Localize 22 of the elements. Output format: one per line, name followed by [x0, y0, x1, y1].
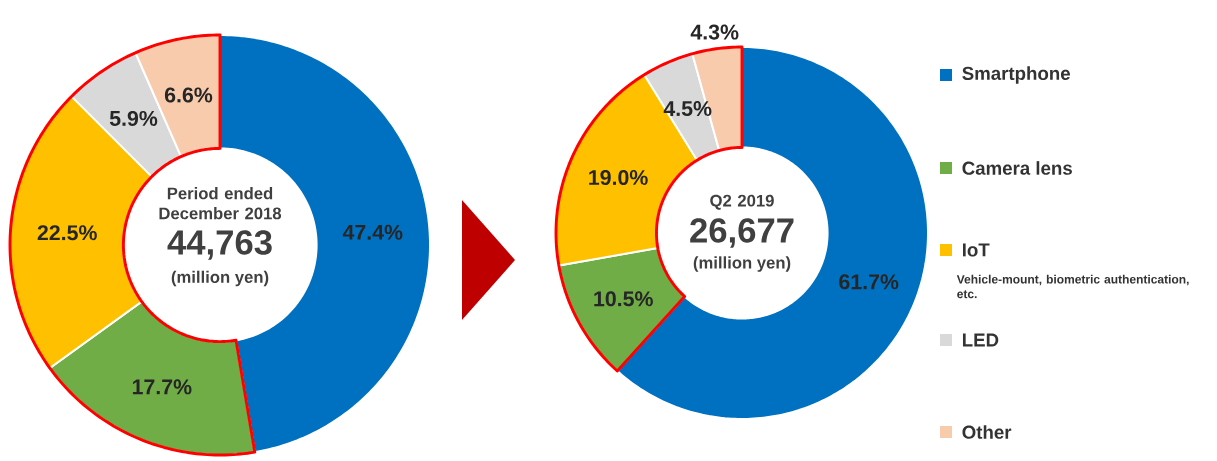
- text: 44,763: [167, 230, 272, 260]
- text: (million yen): [171, 270, 269, 287]
- data-label: 17.7%: [132, 379, 192, 395]
- legend-label: IoT: [962, 243, 990, 257]
- legend-label: LED: [962, 333, 999, 347]
- data-label: 4.5%: [663, 101, 712, 117]
- data-label: 61.7%: [839, 274, 899, 290]
- data-label: 10.5%: [594, 291, 653, 307]
- text: Q2 2019: [710, 194, 774, 210]
- text: 26,677: [690, 218, 794, 248]
- data-label: 47.4%: [342, 224, 403, 240]
- text: Vehicle-mount, biometric authentication, etc.: [956, 274, 1189, 299]
- data-label: 22.5%: [37, 225, 97, 241]
- legend-label: Camera lens: [962, 161, 1072, 175]
- text: (million yen): [693, 256, 791, 272]
- legend-label: Other: [962, 425, 1012, 439]
- legend-label: Smartphone: [962, 66, 1070, 84]
- text: Period ended December 2018: [159, 187, 282, 220]
- data-label: 5.9%: [109, 110, 158, 126]
- data-label: 4.3%: [690, 24, 739, 40]
- data-label: 19.0%: [589, 169, 648, 186]
- data-label: 6.6%: [164, 87, 213, 103]
